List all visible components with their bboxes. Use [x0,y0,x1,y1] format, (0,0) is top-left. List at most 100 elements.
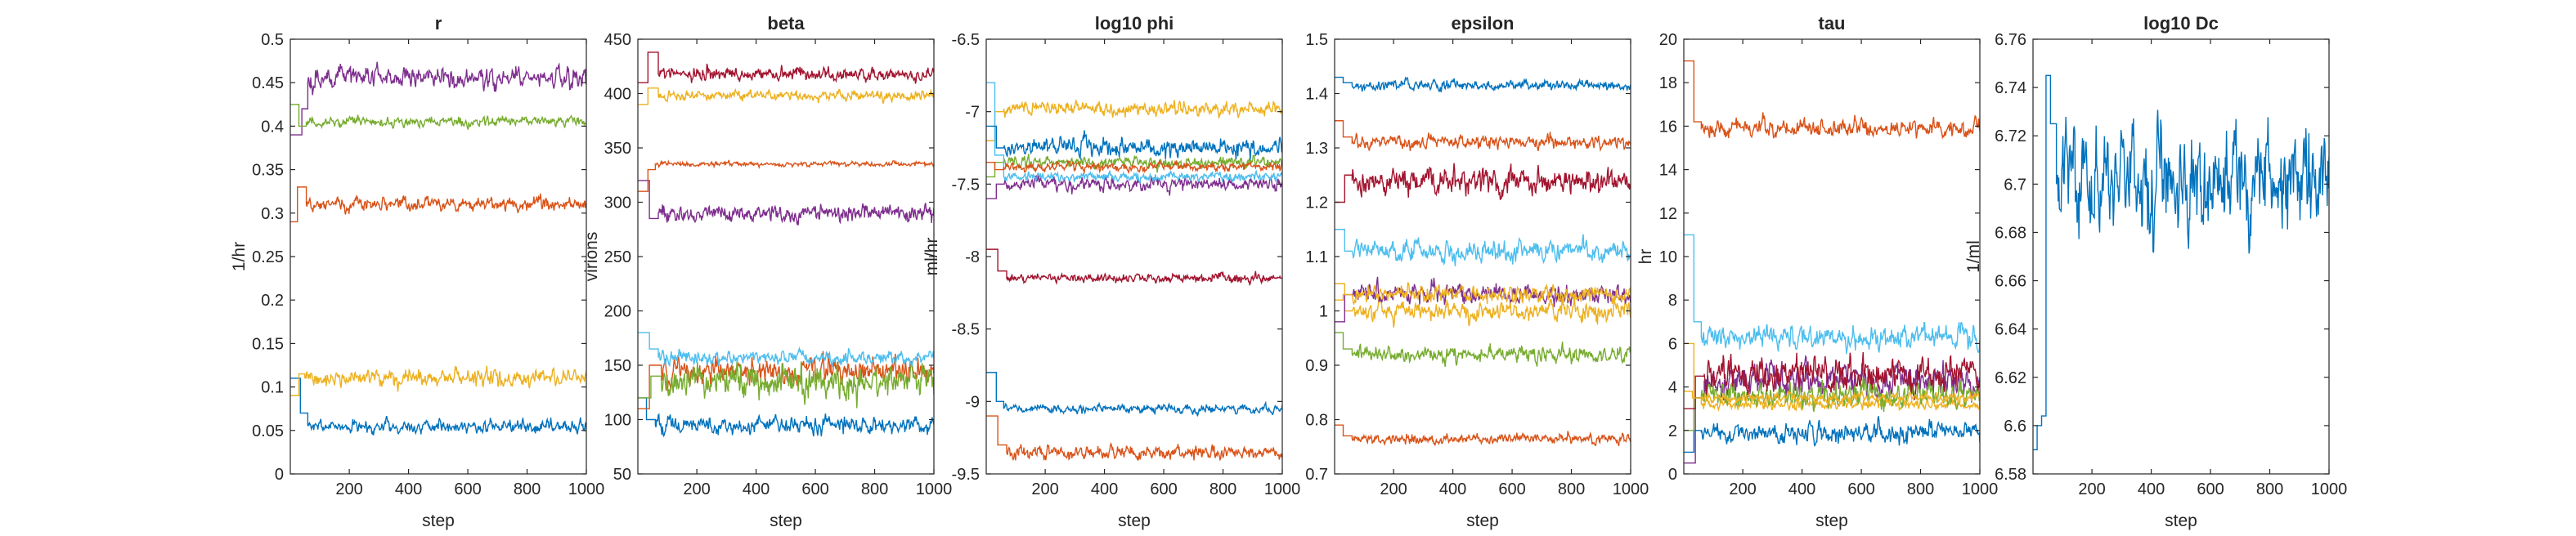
x-axis-label: step [1815,511,1848,530]
plot-area [1335,76,1631,447]
y-tick-label: 6.64 [1995,321,2026,339]
series-line [986,154,1282,178]
x-tick-label: 200 [1380,480,1407,498]
y-tick-label: 0.5 [261,31,284,49]
series-line [986,372,1282,417]
series-line [986,82,1282,184]
x-tick-label: 1000 [1962,480,1999,498]
x-tick-label: 600 [2197,480,2224,498]
series-line [1335,163,1631,203]
x-tick-label: 1000 [1264,480,1301,498]
plot-area [290,61,586,436]
y-tick-label: 1.5 [1305,31,1328,49]
series-line [638,180,934,226]
x-tick-label: 400 [1439,480,1466,498]
x-tick-label: 200 [1729,480,1756,498]
x-tick-label: 600 [1150,480,1177,498]
x-tick-label: 400 [395,480,422,498]
series-line [638,159,934,192]
y-tick-label: 300 [604,194,631,212]
plot-area [1684,60,1980,464]
y-tick-label: 6.68 [1995,224,2026,242]
y-tick-label: 0.1 [261,379,284,397]
y-tick-label: 0.35 [252,162,284,180]
series-line [290,61,586,136]
series-line [986,248,1282,287]
x-tick-label: 1000 [916,480,953,498]
series-line [1684,60,1980,140]
y-tick-label: 6.7 [2004,176,2026,194]
series-line [2033,74,2329,451]
y-tick-label: 2 [1668,422,1677,440]
y-tick-label: 10 [1659,248,1677,266]
series-line [1684,390,1980,407]
series-line [1335,283,1631,328]
y-axis-label: hr [1636,249,1655,265]
y-tick-label: 4 [1668,379,1677,397]
panel-title: epsilon [1451,13,1514,34]
y-tick-label: 6.72 [1995,127,2026,145]
y-tick-label: -8 [965,248,980,266]
panel-log10-dc: log10 Dc 1/ml step 200 400 600 800 10006.586… [1964,13,2347,530]
series-line [290,377,586,436]
y-tick-label: 6.66 [1995,273,2026,291]
series-line [986,159,1282,175]
series-line [638,358,934,409]
series-line [1684,234,1980,355]
y-axis-label: virions [582,232,601,282]
x-tick-label: 600 [1498,480,1525,498]
plot-area [986,82,1282,462]
x-tick-label: 400 [2138,480,2165,498]
y-tick-label: 200 [604,303,631,321]
y-tick-label: -8.5 [952,321,980,339]
y-tick-label: -7 [965,104,980,122]
y-tick-label: 0.4 [261,118,284,136]
y-tick-label: 6.58 [1995,466,2026,484]
y-tick-label: 150 [604,357,631,375]
y-tick-label: 0.8 [1305,412,1328,430]
x-axis-label: step [1118,511,1151,530]
panel-title: r [435,13,442,34]
panel-epsilon: epsilon step 200 400 600 800 1000 0.7 0.8 0.9 1 1… [1305,13,1649,530]
x-axis-label: step [770,511,802,530]
x-tick-label: 200 [2078,480,2105,498]
x-tick-label: 600 [454,480,481,498]
x-tick-label: 800 [2256,480,2283,498]
y-tick-label: 0.9 [1305,357,1328,375]
y-tick-label: 6.6 [2004,418,2026,436]
series-line [1335,229,1631,267]
y-tick-label: 16 [1659,118,1677,136]
y-tick-label: 0 [275,466,284,484]
x-tick-label: 800 [514,480,541,498]
series-line [290,365,586,396]
y-tick-label: 0.05 [252,422,284,440]
y-tick-label: 0.15 [252,335,284,353]
x-tick-label: 400 [1788,480,1815,498]
y-tick-label: -9.5 [952,466,980,484]
x-tick-label: 400 [1091,480,1118,498]
series-line [638,397,934,438]
y-tick-label: 0.7 [1305,466,1328,484]
x-axis-label: step [422,511,455,530]
y-tick-label: 100 [604,412,631,430]
x-axis-label: step [1466,511,1499,530]
series-line [986,174,1282,199]
x-tick-label: 200 [683,480,710,498]
y-tick-label: 8 [1668,292,1677,310]
y-tick-label: 1.1 [1305,248,1328,266]
x-tick-label: 1000 [1613,480,1649,498]
series-line [1684,416,1980,453]
y-tick-label: 400 [604,86,631,104]
series-line [1335,76,1631,93]
series-line [638,332,934,368]
x-tick-label: 600 [801,480,828,498]
y-axis-label: ml/hr [922,238,941,276]
series-line [638,51,934,84]
y-axis-label: 1/hr [230,242,249,271]
y-tick-label: 450 [604,31,631,49]
series-line [1335,332,1631,368]
panel-r: r 1/hr step 200 400 600 800 1000 0 0.05 0.1 0.15… [230,13,604,530]
x-tick-label: 800 [1209,480,1236,498]
y-tick-label: 50 [613,466,631,484]
